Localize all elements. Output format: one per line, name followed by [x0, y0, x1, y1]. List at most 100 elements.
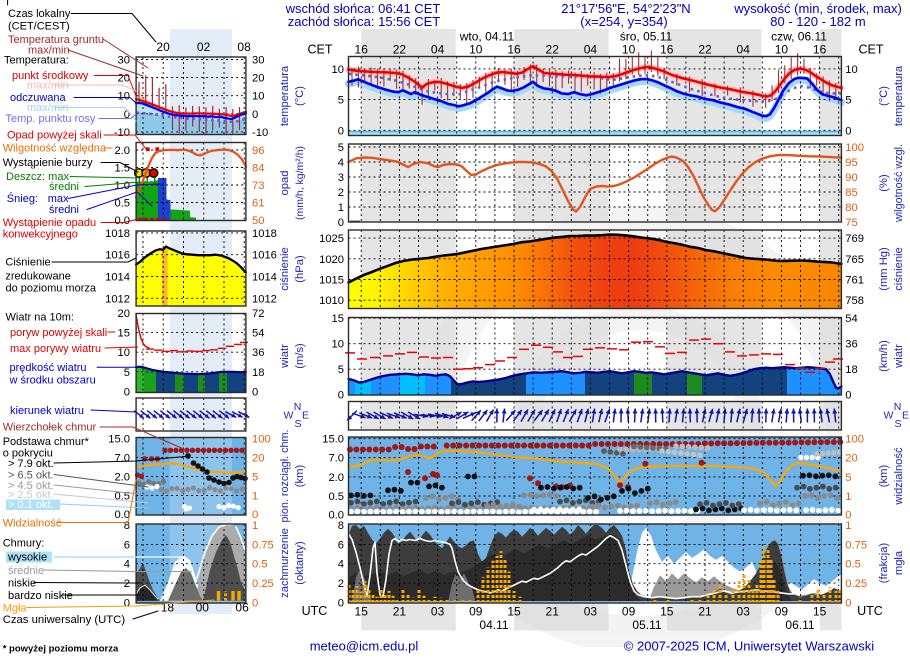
svg-text:20: 20 [845, 453, 857, 465]
svg-text:E: E [302, 410, 309, 422]
svg-text:© 2007-2025 ICM, Uniwersytet W: © 2007-2025 ICM, Uniwersytet Warszawski [624, 639, 875, 654]
svg-text:1: 1 [338, 202, 344, 214]
svg-text:80: 80 [845, 202, 857, 214]
svg-text:wysokość (min, środek, max): wysokość (min, środek, max) [733, 1, 902, 16]
svg-text:ciśnienie: ciśnienie [279, 247, 291, 291]
svg-text:05.11: 05.11 [632, 618, 661, 632]
svg-text:0.5: 0.5 [114, 491, 130, 503]
svg-text:4: 4 [338, 157, 344, 169]
svg-text:96: 96 [252, 145, 264, 157]
svg-text:-10: -10 [252, 127, 268, 139]
svg-text:15: 15 [332, 313, 344, 325]
svg-text:06.11: 06.11 [785, 618, 814, 632]
svg-text:wto, 04.11: wto, 04.11 [459, 30, 515, 44]
svg-text:max/min: max/min [27, 102, 69, 114]
svg-text:16: 16 [355, 43, 369, 57]
svg-text:temperatura: temperatura [279, 65, 291, 126]
svg-text:0.5: 0.5 [252, 559, 268, 571]
svg-text:15: 15 [660, 605, 674, 619]
svg-text:prędkość wiatru: prędkość wiatru [10, 362, 87, 374]
svg-text:(km/h): (km/h) [878, 340, 890, 372]
svg-text:0.25: 0.25 [252, 578, 274, 590]
svg-text:2: 2 [338, 187, 344, 199]
svg-text:CET: CET [859, 43, 884, 57]
svg-text:Deszcz: max: Deszcz: max [6, 171, 69, 183]
svg-text:09: 09 [469, 605, 483, 619]
svg-text:wysokie: wysokie [7, 552, 47, 564]
svg-text:bardzo niskie: bardzo niskie [8, 590, 73, 602]
svg-text:95: 95 [845, 157, 857, 169]
svg-text:o pokryciu: o pokryciu [3, 448, 53, 460]
svg-text:0: 0 [124, 386, 130, 398]
svg-text:średni: średni [49, 181, 79, 193]
svg-text:zachód słońca: 15:56 CET: zachód słońca: 15:56 CET [288, 14, 441, 29]
svg-text:03: 03 [737, 605, 751, 619]
svg-text:S: S [894, 418, 901, 430]
svg-text:Temperatura:: Temperatura: [4, 55, 69, 67]
svg-text:18: 18 [161, 601, 175, 615]
svg-text:1014: 1014 [252, 272, 277, 284]
svg-text:20: 20 [118, 73, 130, 85]
svg-text:0.75: 0.75 [252, 539, 274, 551]
svg-text:06: 06 [235, 601, 249, 615]
svg-text:1.0: 1.0 [114, 180, 130, 192]
svg-text:769: 769 [845, 233, 864, 245]
svg-text:N: N [294, 401, 302, 413]
svg-text:wilgotność wzgl.: wilgotność wzgl. [893, 144, 905, 223]
svg-text:30: 30 [118, 55, 130, 67]
svg-text:N: N [894, 401, 902, 413]
svg-text:wiatr: wiatr [279, 344, 291, 369]
svg-text:max porywy wiatru: max porywy wiatru [10, 343, 101, 355]
svg-text:5: 5 [252, 471, 258, 483]
svg-text:odczuwana: odczuwana [10, 92, 67, 104]
svg-text:Wierzchołek chmur: Wierzchołek chmur [3, 422, 97, 434]
svg-text:ciśnienie: ciśnienie [893, 247, 905, 291]
svg-text:Czas lokalny: Czas lokalny [8, 8, 71, 20]
svg-text:Chmury:: Chmury: [3, 538, 45, 550]
svg-text:0: 0 [338, 217, 344, 229]
svg-text:2.0: 2.0 [114, 471, 130, 483]
svg-text:0: 0 [845, 390, 851, 402]
svg-text:09: 09 [775, 605, 789, 619]
svg-text:2.0: 2.0 [114, 145, 130, 157]
svg-text:15: 15 [813, 605, 827, 619]
svg-text:czw, 06.11: czw, 06.11 [771, 30, 827, 44]
svg-text:pion. rozciągł. chm.: pion. rozciągł. chm. [279, 429, 291, 522]
svg-text:Ciśnienie: Ciśnienie [5, 257, 50, 269]
svg-text:6: 6 [338, 539, 344, 551]
svg-text:6: 6 [124, 539, 130, 551]
svg-text:1018: 1018 [252, 228, 277, 240]
svg-text:50: 50 [252, 215, 264, 227]
svg-text:(mm/h, kg/m²/h): (mm/h, kg/m²/h) [294, 146, 306, 220]
svg-text:10: 10 [118, 91, 130, 103]
svg-text:5: 5 [338, 95, 344, 107]
svg-text:(frakcja): (frakcja) [878, 543, 890, 584]
svg-text:2: 2 [124, 578, 130, 590]
svg-text:Wystąpienie burzy: Wystąpienie burzy [3, 157, 93, 169]
svg-text:15.0: 15.0 [322, 434, 344, 446]
svg-text:widzialność: widzialność [893, 447, 905, 506]
svg-text:5: 5 [124, 367, 130, 379]
svg-text:2.0: 2.0 [328, 472, 344, 484]
svg-text:00: 00 [196, 601, 210, 615]
svg-text:Czas uniwersalny (UTC): Czas uniwersalny (UTC) [3, 614, 126, 626]
svg-text:18: 18 [845, 364, 857, 376]
svg-text:100: 100 [845, 142, 864, 154]
svg-text:(oktanty): (oktanty) [294, 541, 306, 585]
svg-text:7.0: 7.0 [328, 453, 344, 465]
svg-text:08: 08 [237, 40, 251, 54]
svg-text:(km): (km) [294, 465, 306, 488]
svg-text:10: 10 [252, 91, 264, 103]
svg-text:średni: średni [49, 204, 79, 216]
svg-text:max/min: max/min [27, 80, 69, 92]
svg-text:S: S [294, 418, 301, 430]
svg-text:Wystąpienie opadu: Wystąpienie opadu [3, 217, 96, 229]
svg-text:20: 20 [252, 73, 264, 85]
svg-text:04.11: 04.11 [479, 618, 508, 632]
svg-text:0.5: 0.5 [114, 198, 130, 210]
svg-text:Śnieg:: Śnieg: [7, 192, 38, 205]
svg-text:Opad powyżej skali: Opad powyżej skali [7, 130, 102, 142]
svg-text:> 2.5 okt.: > 2.5 okt. [8, 489, 54, 501]
svg-text:4: 4 [124, 559, 130, 571]
svg-text:10: 10 [469, 43, 483, 57]
